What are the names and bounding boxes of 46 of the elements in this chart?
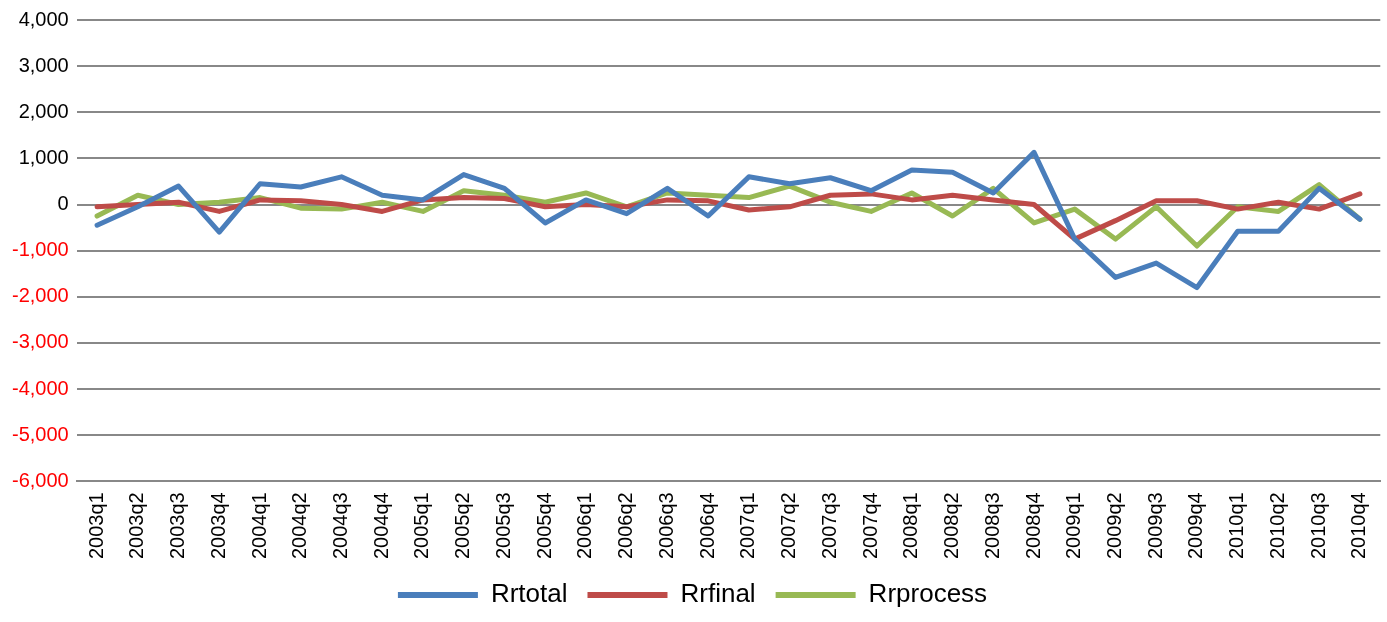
y-tick-label: 0 xyxy=(57,192,69,215)
x-tick-label: 2008q1 xyxy=(899,492,922,560)
y-tick-label: -4,000 xyxy=(11,376,69,399)
x-tick-label: 2008q2 xyxy=(940,492,963,560)
x-tick-label: 2004q4 xyxy=(369,492,392,560)
x-tick-label: 2007q3 xyxy=(817,492,840,560)
legend-label: Rrfinal xyxy=(680,578,756,609)
y-tick-label: -5,000 xyxy=(11,422,69,445)
x-tick-label: 2007q4 xyxy=(858,492,881,560)
x-tick-label: 2009q1 xyxy=(1062,492,1085,560)
x-tick-label: 2003q4 xyxy=(206,492,229,560)
x-tick-label: 2005q4 xyxy=(532,492,555,560)
x-tick-label: 2009q4 xyxy=(1184,492,1207,560)
x-tick-label: 2009q2 xyxy=(1103,492,1125,560)
y-tick-label: 2,000 xyxy=(18,99,69,122)
x-tick-label: 2010q4 xyxy=(1347,492,1370,560)
x-tick-label: 2004q3 xyxy=(329,492,352,560)
x-tick-label: 2010q1 xyxy=(1225,492,1248,560)
legend-label: Rrprocess xyxy=(868,578,988,609)
x-tick-label: 2007q1 xyxy=(736,492,759,560)
x-tick-label: 2006q1 xyxy=(573,492,596,560)
y-tick-label: -1,000 xyxy=(11,238,69,261)
x-tick-label: 2005q2 xyxy=(451,492,474,560)
x-tick-label: 2006q2 xyxy=(614,492,637,560)
x-tick-label: 2003q1 xyxy=(84,492,107,560)
y-tick-label: -6,000 xyxy=(11,468,69,491)
x-tick-label: 2010q3 xyxy=(1306,492,1329,560)
x-tick-label: 2003q3 xyxy=(166,492,189,560)
y-tick-label: 3,000 xyxy=(18,53,69,76)
x-tick-label: 2005q3 xyxy=(491,492,514,560)
y-tick-label: 1,000 xyxy=(18,145,69,168)
y-tick-label: -3,000 xyxy=(11,330,69,353)
y-tick-label: -2,000 xyxy=(11,284,69,307)
legend-label: Rrtotal xyxy=(490,578,568,609)
x-tick-label: 2004q1 xyxy=(247,492,270,560)
x-tick-label: 2003q2 xyxy=(125,492,148,560)
x-tick-label: 2008q3 xyxy=(980,492,1003,560)
x-tick-label: 2005q1 xyxy=(410,492,433,560)
x-tick-label: 2004q2 xyxy=(288,492,311,560)
x-tick-label: 2006q3 xyxy=(654,492,677,560)
x-tick-label: 2006q4 xyxy=(695,492,718,560)
x-tick-label: 2008q4 xyxy=(1021,492,1044,560)
x-tick-label: 2010q2 xyxy=(1265,492,1288,560)
x-tick-label: 2009q3 xyxy=(1143,492,1166,560)
x-tick-label: 2007q2 xyxy=(777,492,800,560)
y-tick-label: 4,000 xyxy=(18,7,69,30)
